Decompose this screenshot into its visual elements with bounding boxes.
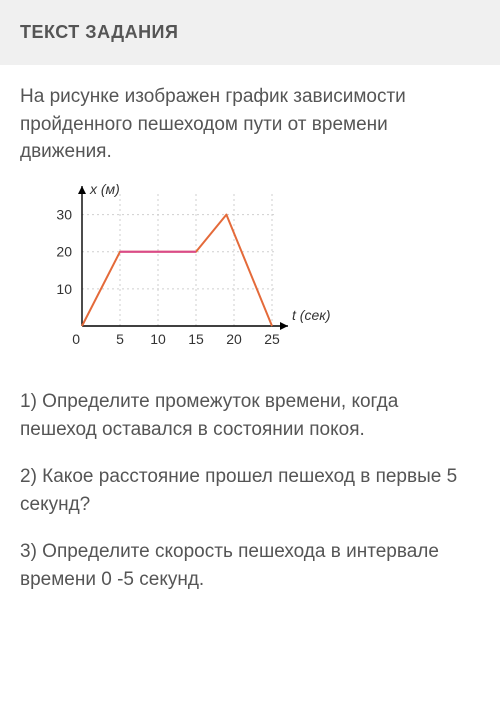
svg-text:30: 30 — [56, 206, 72, 222]
svg-text:15: 15 — [188, 331, 204, 347]
svg-text:20: 20 — [56, 243, 72, 259]
svg-text:10: 10 — [56, 280, 72, 296]
question-3: 3) Определите скорость пешехода в интерв… — [20, 538, 480, 595]
svg-text:10: 10 — [150, 331, 166, 347]
svg-text:5: 5 — [116, 331, 124, 347]
page-title: ТЕКСТ ЗАДАНИЯ — [20, 22, 480, 43]
svg-text:0: 0 — [72, 331, 80, 347]
svg-text:20: 20 — [226, 331, 242, 347]
chart-container: 10 20 30 0 5 10 15 20 25 x (м) t (сек) — [30, 180, 480, 370]
intro-text: На рисунке изображен график зависимости … — [20, 83, 480, 166]
svg-text:t (сек): t (сек) — [292, 307, 330, 323]
distance-time-chart: 10 20 30 0 5 10 15 20 25 x (м) t (сек) — [30, 180, 330, 365]
header-band: ТЕКСТ ЗАДАНИЯ — [0, 0, 500, 65]
content-area: На рисунке изображен график зависимости … — [0, 65, 500, 623]
question-1: 1) Определите промежуток времени, когда … — [20, 388, 480, 445]
svg-text:x (м): x (м) — [89, 181, 120, 197]
svg-text:25: 25 — [264, 331, 280, 347]
question-2: 2) Какое расстояние прошел пешеход в пер… — [20, 463, 480, 520]
